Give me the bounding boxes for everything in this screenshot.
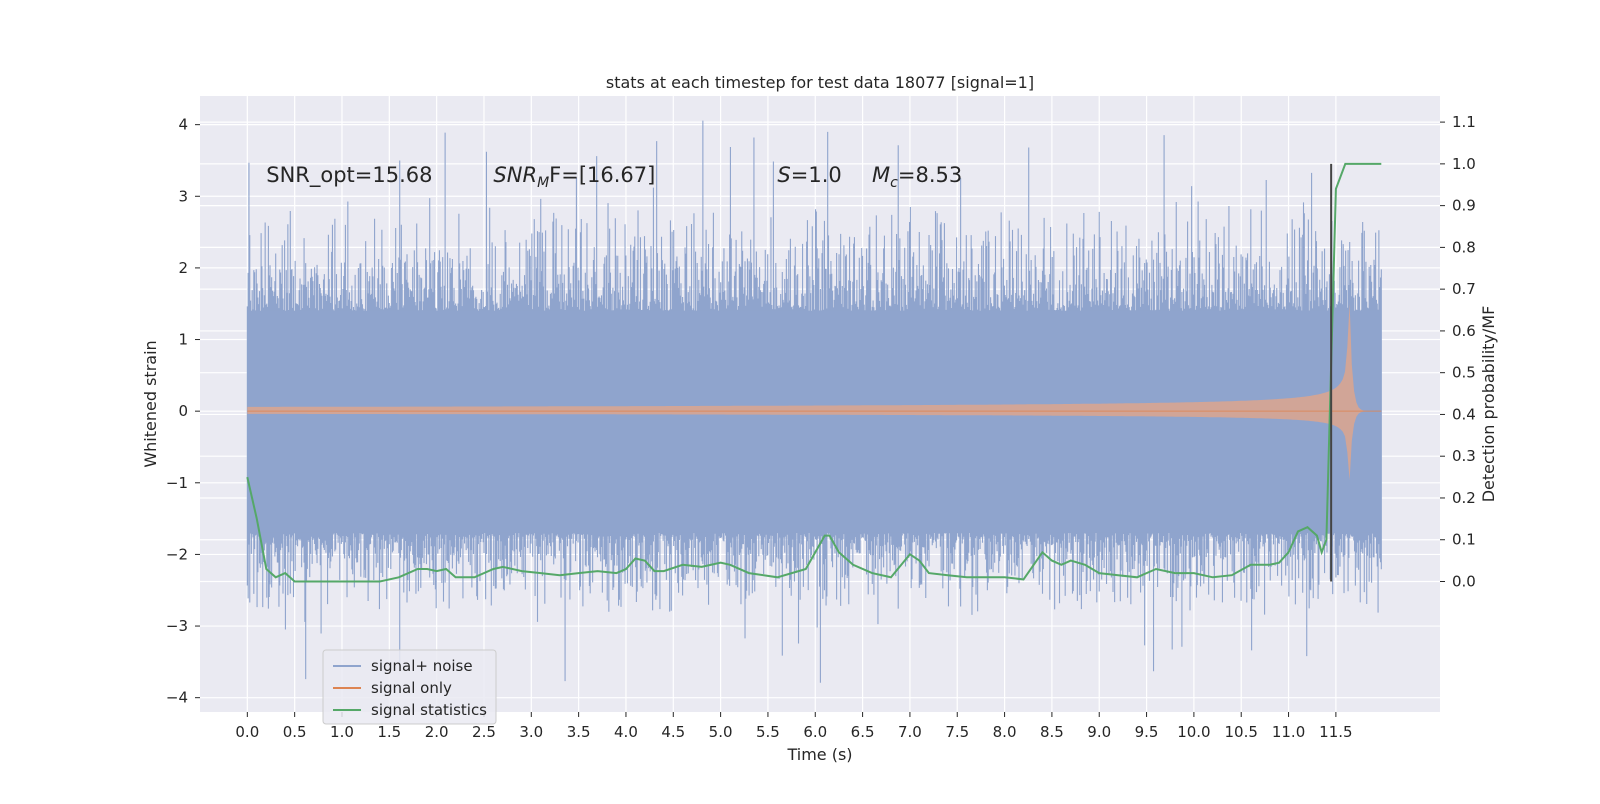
y-axis-right: 0.0 0.1 0.2 0.3 0.4 0.5 0.6 0.7 0.8 0.9 1.0 1.1 — [1440, 113, 1476, 590]
chirp-series — [247, 303, 1382, 480]
y-right-tick-label: 1.0 — [1452, 155, 1476, 173]
x-tick-label: 11.5 — [1319, 723, 1352, 741]
signal-noise-band — [247, 310, 1382, 533]
x-tick-label: 2.5 — [472, 723, 496, 741]
x-axis: 0.0 0.5 1.0 1.5 2.0 2.5 3.0 3.5 4.0 4.5 5.0 5.5 6.0 6… — [235, 712, 1353, 741]
y-tick-label: 0 — [178, 402, 188, 420]
x-tick-label: 0.5 — [283, 723, 307, 741]
y-right-tick-label: 0.0 — [1452, 572, 1476, 590]
x-tick-label: 2.0 — [425, 723, 449, 741]
y-tick-label: −3 — [166, 617, 188, 635]
chart-title: stats at each timestep for test data 180… — [606, 73, 1034, 92]
y-axis-label: Whitened strain — [141, 340, 160, 467]
noise-series — [246, 120, 1382, 683]
annotation-snr-mf: SNRMF=[16.67] — [493, 163, 655, 191]
y-right-tick-label: 0.1 — [1452, 531, 1476, 549]
y-tick-label: −4 — [166, 689, 188, 707]
y-tick-label: 2 — [178, 259, 188, 277]
x-tick-label: 7.5 — [945, 723, 969, 741]
x-tick-label: 5.0 — [709, 723, 733, 741]
x-tick-label: 0.0 — [235, 723, 259, 741]
annotation-snr-opt: SNR_opt=15.68 — [266, 163, 432, 188]
annotations: SNR_opt=15.68 SNRMF=[16.67] S=1.0 Mc=8.53 — [266, 163, 962, 191]
x-tick-label: 3.5 — [567, 723, 591, 741]
y-tick-label: −1 — [166, 474, 188, 492]
x-tick-label: 6.0 — [803, 723, 827, 741]
y-right-tick-label: 0.6 — [1452, 322, 1476, 340]
legend: signal+ noise signal only signal statistic… — [322, 649, 497, 725]
legend-label: signal only — [371, 679, 452, 697]
x-tick-label: 8.5 — [1040, 723, 1064, 741]
x-tick-label: 9.5 — [1135, 723, 1159, 741]
y-tick-label: 1 — [178, 331, 188, 349]
x-tick-label: 7.0 — [898, 723, 922, 741]
annotation-mc-val: Mc=8.53 — [872, 163, 962, 191]
y-right-tick-label: 0.5 — [1452, 364, 1476, 382]
y-axis-left: −4 −3 −2 −1 0 1 2 3 4 — [166, 116, 200, 707]
y-tick-label: 3 — [178, 187, 188, 205]
x-tick-label: 1.5 — [377, 723, 401, 741]
x-tick-label: 4.0 — [614, 723, 638, 741]
y-right-tick-label: 1.1 — [1452, 113, 1476, 131]
y-right-tick-label: 0.3 — [1452, 447, 1476, 465]
x-axis-label: Time (s) — [786, 745, 852, 764]
legend-box — [322, 649, 497, 725]
y-tick-label: 4 — [178, 116, 188, 134]
stats-series — [246, 162, 1382, 583]
x-tick-label: 11.0 — [1272, 723, 1305, 741]
y-tick-label: −2 — [166, 545, 188, 563]
x-tick-label: 1.0 — [330, 723, 354, 741]
y-right-tick-label: 0.4 — [1452, 405, 1476, 423]
legend-label: signal statistics — [371, 701, 487, 719]
annotation-s-val: S=1.0 — [777, 163, 841, 187]
y-axis-right-label: Detection probability/MF — [1479, 306, 1498, 503]
y-right-tick-label: 0.8 — [1452, 238, 1476, 256]
y-right-tick-label: 0.2 — [1452, 489, 1476, 507]
x-tick-label: 6.5 — [851, 723, 875, 741]
legend-label: signal+ noise — [371, 657, 473, 675]
x-tick-label: 9.0 — [1087, 723, 1111, 741]
x-tick-label: 8.0 — [993, 723, 1017, 741]
x-tick-label: 3.0 — [519, 723, 543, 741]
x-tick-label: 4.5 — [661, 723, 685, 741]
x-tick-label: 10.0 — [1177, 723, 1210, 741]
y-right-tick-label: 0.9 — [1452, 197, 1476, 215]
signal-statistics-line — [246, 162, 1382, 583]
y-right-tick-label: 0.7 — [1452, 280, 1476, 298]
x-tick-label: 10.5 — [1225, 723, 1258, 741]
x-tick-label: 5.5 — [756, 723, 780, 741]
